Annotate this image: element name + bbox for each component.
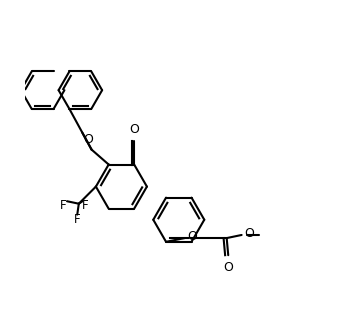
- Text: F: F: [60, 199, 66, 212]
- Text: O: O: [187, 230, 197, 243]
- Text: O: O: [129, 123, 139, 136]
- Text: O: O: [223, 261, 233, 274]
- Text: O: O: [244, 227, 254, 240]
- Text: O: O: [83, 133, 93, 146]
- Text: F: F: [74, 213, 81, 226]
- Text: F: F: [82, 199, 88, 212]
